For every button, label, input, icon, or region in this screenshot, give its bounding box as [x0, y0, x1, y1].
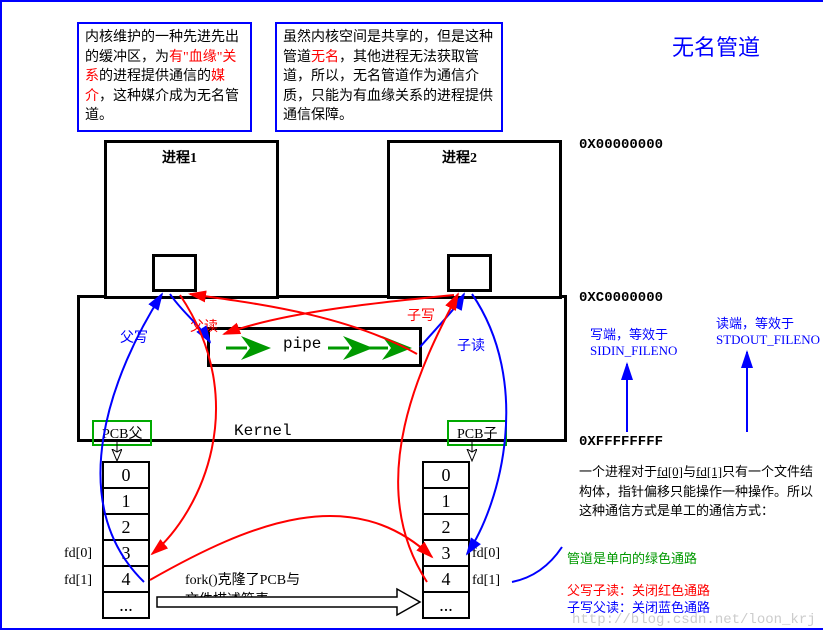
note-box-2: 虽然内核空间是共享的，但是这种管道无名，其他进程无法获取管道，所以，无名管道作为… [275, 22, 503, 132]
fd-cell: 0 [103, 462, 149, 488]
read-end-note: 读端，等效于 STDOUT_FILENO [716, 313, 820, 348]
fd-cell: 2 [423, 514, 469, 540]
note-box-1: 内核维护的一种先进先出的缓冲区，为有"血缘"关系的进程提供通信的媒介，这种媒介成… [77, 22, 252, 132]
parent-write-label: 父写 [120, 327, 148, 347]
hex-bot: 0XFFFFFFFF [579, 434, 663, 450]
write-end-note: 写端，等效于 SIDIN_FILENO [590, 324, 677, 359]
fd-cell: 4 [103, 566, 149, 592]
fd-cell: 3 [103, 540, 149, 566]
proc2-label: 进程2 [442, 147, 477, 167]
fd-cell: ... [423, 592, 469, 618]
fd0-parent-label: fd[0] [64, 546, 92, 562]
proc2-inner-box [447, 254, 492, 292]
kernel-label: Kernel [234, 422, 292, 440]
hex-top: 0X00000000 [579, 137, 663, 153]
watermark: http://blog.csdn.net/loon_krj [572, 612, 816, 628]
pcb-parent: PCB父 [92, 420, 152, 446]
child-write-label: 子写 [407, 305, 435, 325]
fd0-child-label: fd[0] [472, 546, 500, 562]
fd1-child-label: fd[1] [472, 573, 500, 589]
right-paragraph: 一个进程对于fd[0]与fd[1]只有一个文件结构体，指针偏移只能操作一种操作。… [579, 462, 814, 521]
proc1-label: 进程1 [162, 147, 197, 167]
fd-cell: 1 [103, 488, 149, 514]
fd-cell: 3 [423, 540, 469, 566]
fd-cell: 1 [423, 488, 469, 514]
fd-cell: ... [103, 592, 149, 618]
fd1-parent-label: fd[1] [64, 573, 92, 589]
fork-note: fork()克隆了PCB与 文件描述符表 [185, 569, 300, 609]
fd-cell: 2 [103, 514, 149, 540]
page-title: 无名管道 [672, 30, 760, 62]
fd-table-child: 01234... [422, 461, 470, 619]
green-path-note: 管道是单向的绿色通路 [567, 548, 697, 567]
pcb-child: PCB子 [447, 420, 507, 446]
parent-read-label: 父读 [190, 316, 218, 336]
child-read-label: 子读 [457, 335, 485, 355]
fd-cell: 4 [423, 566, 469, 592]
pipe-label: pipe [283, 335, 321, 353]
fd-table-parent: 01234... [102, 461, 150, 619]
proc1-inner-box [152, 254, 197, 292]
hex-mid: 0XC0000000 [579, 290, 663, 306]
fd-cell: 0 [423, 462, 469, 488]
